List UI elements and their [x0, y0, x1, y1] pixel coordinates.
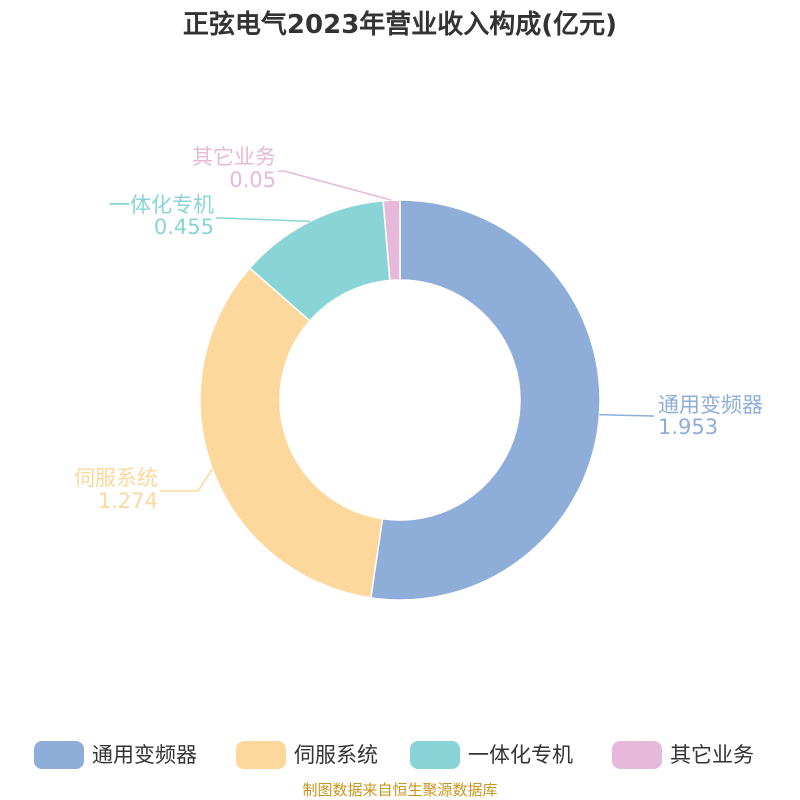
- source-note: 制图数据来自恒生聚源数据库: [302, 781, 497, 799]
- leader-line-4: [278, 170, 392, 201]
- legend-label-4: 其它业务: [670, 743, 754, 767]
- leader-line-1: [599, 413, 654, 417]
- legend-swatch-2: [236, 741, 286, 769]
- legend-label-2: 伺服系统: [294, 743, 378, 767]
- legend-swatch-3: [410, 741, 460, 769]
- slice-label-value-4: 0.05: [229, 168, 276, 192]
- slice-label-name-1: 通用变频器: [658, 393, 763, 417]
- donut-slice-2: [199, 266, 384, 599]
- slice-label-name-4: 其它业务: [192, 145, 276, 169]
- donut-slice-1: [369, 199, 601, 601]
- slice-label-name-2: 伺服系统: [74, 466, 158, 490]
- legend-swatch-1: [34, 741, 84, 769]
- donut-slice-4: [382, 199, 401, 282]
- leader-line-3: [216, 217, 310, 223]
- legend-label-1: 通用变频器: [92, 743, 197, 767]
- label-leader-lines: [160, 170, 654, 492]
- donut-slices: [199, 199, 601, 601]
- chart-title: 正弦电气2023年营业收入构成(亿元): [183, 9, 617, 40]
- slice-label-value-2: 1.274: [98, 489, 158, 513]
- legend-label-3: 一体化专机: [468, 743, 573, 767]
- slice-label-name-3: 一体化专机: [109, 193, 214, 217]
- legend-swatch-4: [612, 741, 662, 769]
- leader-line-2: [160, 468, 213, 492]
- slice-label-value-3: 0.455: [154, 215, 214, 239]
- slice-label-value-1: 1.953: [658, 415, 718, 439]
- legend: 通用变频器 伺服系统 一体化专机 其它业务: [34, 741, 754, 769]
